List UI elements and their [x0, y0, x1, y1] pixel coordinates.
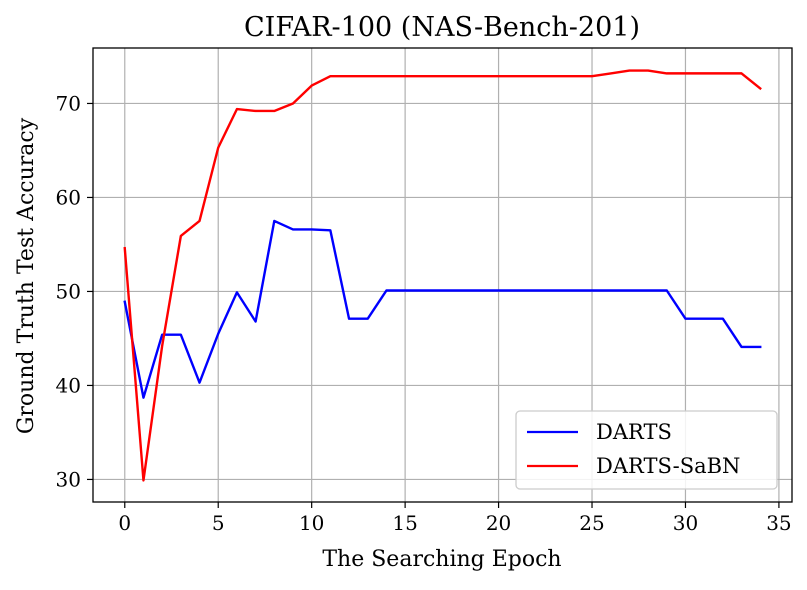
chart-title: CIFAR-100 (NAS-Bench-201) — [244, 12, 640, 43]
x-tick-label: 20 — [486, 511, 511, 535]
y-tick-label: 30 — [56, 467, 81, 491]
series-line-darts — [123, 219, 762, 399]
x-tick-label: 35 — [766, 511, 791, 535]
legend: DARTS DARTS-SaBN — [515, 410, 778, 490]
x-tick-label: 15 — [392, 511, 417, 535]
x-tick-label: 25 — [579, 511, 604, 535]
legend-box — [515, 410, 778, 490]
series-line-darts-sabn — [123, 69, 762, 482]
x-tick-label: 5 — [212, 511, 225, 535]
x-tick-label: 0 — [118, 511, 131, 535]
y-axis: 30 40 50 60 70 — [56, 91, 93, 491]
y-axis-label: Ground Truth Test Accuracy — [14, 117, 39, 434]
x-tick-label: 30 — [673, 511, 698, 535]
x-axis-label: The Searching Epoch — [322, 547, 561, 572]
y-tick-label: 60 — [56, 185, 81, 209]
legend-label-darts: DARTS — [596, 420, 672, 444]
series-lines — [123, 69, 762, 482]
plot-frame — [92, 47, 793, 503]
x-tick-label: 10 — [299, 511, 324, 535]
y-tick-label: 70 — [56, 91, 81, 115]
legend-label-darts-sabn: DARTS-SaBN — [596, 454, 740, 478]
y-tick-label: 40 — [56, 373, 81, 397]
y-tick-label: 50 — [56, 279, 81, 303]
x-axis: 0 5 10 15 20 25 30 35 — [118, 502, 792, 535]
